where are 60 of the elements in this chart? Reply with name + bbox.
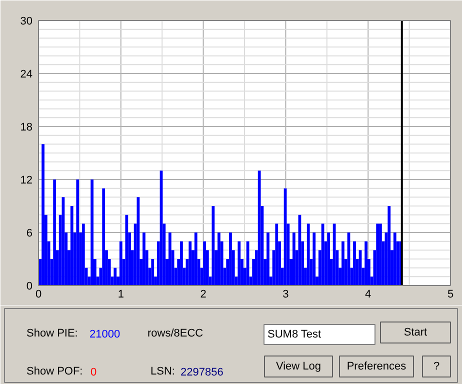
text: 2297856: [180, 366, 224, 378]
text: 0: [90, 366, 97, 378]
bar: [353, 241, 356, 286]
text: LSN:: [150, 366, 175, 378]
text: rows/8ECC: [148, 328, 204, 340]
bar: [114, 268, 117, 286]
bar: [70, 206, 74, 286]
bar: [327, 232, 330, 286]
bar: [292, 232, 296, 286]
text: Show PIE:: [26, 328, 78, 340]
text: Show POF:: [26, 366, 83, 378]
bar: [364, 241, 368, 286]
bar: [125, 214, 128, 286]
bar: [342, 241, 344, 286]
bar: [188, 241, 192, 286]
y-tick-label: 30: [20, 16, 33, 28]
x-tick-label: 4: [365, 288, 372, 300]
x-tick-label: 1: [118, 288, 124, 300]
bar: [212, 206, 215, 286]
bar: [379, 224, 382, 286]
text: Preferences: [346, 360, 407, 372]
bar: [229, 232, 232, 286]
bar: [388, 206, 391, 286]
bar: [312, 232, 316, 286]
y-tick-label: 24: [20, 68, 33, 80]
bar: [376, 224, 380, 286]
bar: [238, 241, 241, 286]
x-tick-label: 0: [35, 288, 42, 300]
bar: [90, 180, 94, 286]
bar: [258, 170, 261, 286]
bar: [151, 259, 154, 286]
bar: [306, 224, 310, 286]
text: 21000: [90, 328, 120, 340]
bar: [42, 144, 44, 286]
x-tick-label: 3: [282, 288, 289, 300]
y-tick-label: 6: [26, 228, 33, 240]
text: ?: [433, 360, 440, 372]
bar: [393, 232, 396, 286]
text: SUM8 Test: [268, 328, 322, 340]
bar: [332, 224, 336, 286]
bar: [275, 224, 278, 286]
bar: [266, 232, 270, 286]
bar: [76, 180, 80, 286]
y-tick-label: 12: [20, 174, 33, 186]
text: Start: [404, 326, 428, 338]
bar: [180, 241, 183, 286]
bar: [119, 241, 122, 286]
bar: [194, 232, 198, 286]
bar: [53, 180, 56, 286]
bar: [142, 232, 146, 286]
text: View Log: [276, 360, 322, 372]
bar: [168, 232, 172, 286]
bar: [203, 241, 206, 286]
bar: [218, 232, 220, 286]
bar: [102, 188, 106, 286]
y-tick-label: 0: [26, 280, 33, 292]
x-tick-label: 2: [200, 288, 206, 300]
y-tick-label: 18: [20, 122, 33, 134]
x-tick-label: 5: [447, 288, 454, 300]
bar: [82, 224, 85, 286]
